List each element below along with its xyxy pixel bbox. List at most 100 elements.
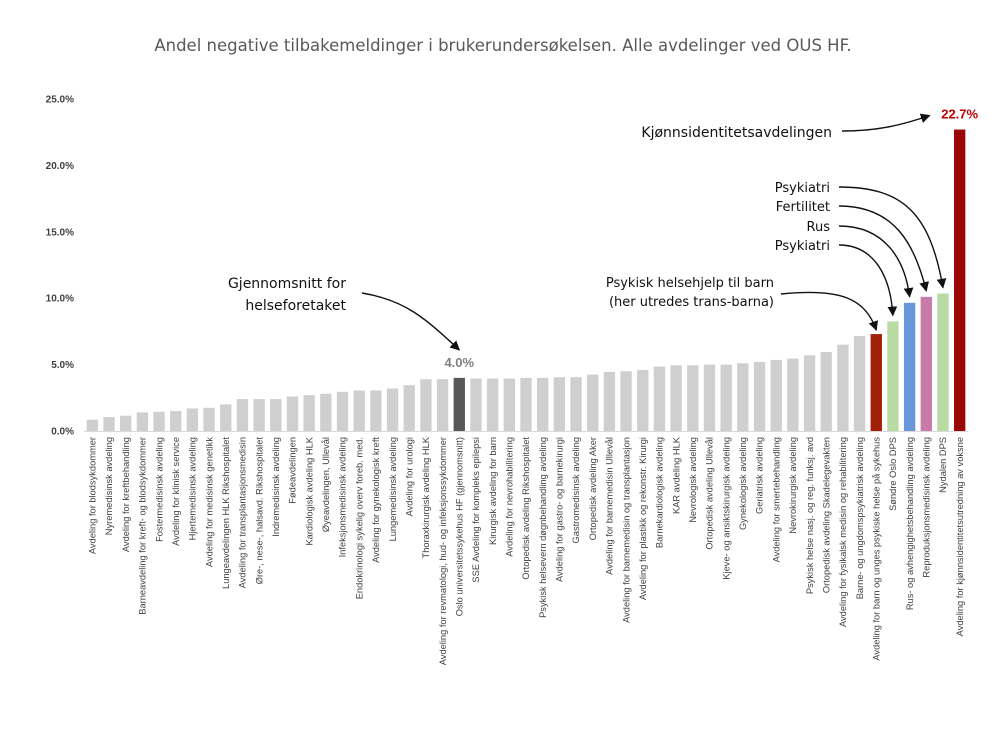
x-tick-label: Barne- og ungdomspsykiatrisk avdeling <box>855 437 865 599</box>
x-tick-label: Geriatrisk avdeling <box>755 437 765 514</box>
bar <box>937 293 949 431</box>
x-tick-label: Ortopedisk avdeling Skadelegevakten <box>821 437 831 593</box>
annotation-text: Psykiatri <box>775 239 830 254</box>
bar <box>737 363 749 431</box>
x-tick-label: Psykisk helse nasj. og reg. funksj. avd <box>805 437 815 594</box>
x-tick-label: Infeksjonsmedisinsk avdeling <box>338 437 348 557</box>
y-tick-label: 15.0% <box>46 227 74 238</box>
bar <box>837 344 849 431</box>
x-tick-label: Rus- og avhengighetsbehandling avdeling <box>905 437 915 610</box>
y-axis: 0.0% 5.0% 10.0% 15.0% 20.0% 25.0% <box>46 95 74 438</box>
annotation-arrow <box>838 205 929 292</box>
bar <box>270 399 282 431</box>
x-tick-label: Reproduksjonsmedisinsk avdeling <box>922 437 932 578</box>
bar <box>703 364 716 431</box>
annotation-text: Gjennomsnitt for <box>228 276 346 292</box>
bar <box>336 391 349 431</box>
annotation-arrow <box>361 292 461 351</box>
x-tick-label: Ortopedisk avdeling Ullevål <box>705 437 715 550</box>
x-tick-label: Hjertemedisinsk avdeling <box>188 437 198 540</box>
x-tick-label: Nevrokirurgisk avdeling <box>788 437 798 534</box>
annotation-arrow <box>780 291 878 332</box>
y-tick-label: 0.0% <box>51 427 74 438</box>
x-tick-label: Avdeling for kjønnsidentitetsutredning a… <box>955 437 965 636</box>
bar <box>220 404 232 431</box>
bar <box>537 377 549 431</box>
y-tick-label: 5.0% <box>51 360 74 371</box>
annotation-arrow <box>838 244 898 317</box>
bar <box>720 364 732 431</box>
bar <box>236 399 249 431</box>
annotation-text: Rus <box>807 220 831 235</box>
bar <box>486 378 499 431</box>
annotation-text: Kjønnsidentitetsavdelingen <box>641 125 832 141</box>
bar <box>853 336 866 431</box>
bar <box>603 371 616 431</box>
x-tick-label: Avdeling for smertebehandling <box>771 437 781 562</box>
bar <box>503 378 515 431</box>
bar <box>153 411 165 431</box>
bar <box>203 407 215 431</box>
bar <box>587 374 599 431</box>
bar <box>620 371 632 431</box>
bar <box>286 396 299 431</box>
x-tick-label: Nyremedisinsk avdeling <box>104 437 114 535</box>
y-tick-label: 25.0% <box>46 95 74 106</box>
x-tick-label: KAR avdeling HLK <box>671 436 681 514</box>
bar <box>653 366 666 431</box>
bar <box>687 365 699 431</box>
x-tick-label: Ortopedisk avdeling Aker <box>588 437 598 540</box>
bar <box>820 351 832 431</box>
bar <box>553 377 566 431</box>
x-tick-label: Barneavdeling for kreft- og blodsykdomme… <box>138 437 148 615</box>
bar <box>386 388 399 431</box>
x-tick-label: Avdeling for blodsykdommer <box>88 437 98 554</box>
bar <box>903 302 916 431</box>
annotation-text: Psykisk helsehjelp til barn <box>606 276 774 291</box>
annotation-text: Psykiatri <box>775 181 830 196</box>
bar <box>520 377 532 431</box>
bar <box>320 393 332 431</box>
bar <box>453 377 465 431</box>
annotation-arrow <box>838 225 914 298</box>
x-tick-label: Lungeavdelingen HLK Rikshospitalet <box>221 437 231 589</box>
chart-title: Andel negative tilbakemeldinger i bruker… <box>154 36 851 55</box>
x-tick-label: Endokrinologi sykelig overv foreb. med. <box>354 437 364 599</box>
x-tick-label: Avdeling for medisinsk genetikk <box>204 437 214 567</box>
x-tick-label: Oslo universitetssykehus HF (gjennomsnit… <box>454 437 464 616</box>
bar <box>953 129 966 432</box>
x-tick-label: Kjeve- og ansiktskirurgisk avdeling <box>721 437 731 580</box>
x-tick-label: Avdeling for nevrohabilitering <box>505 437 515 557</box>
x-tick-label: Avdeling for plastikk og rekonstr. Kirur… <box>638 437 648 600</box>
bar <box>920 296 932 431</box>
bar <box>103 417 115 431</box>
data-label: 4.0% <box>444 355 474 370</box>
annotation-arrow <box>841 113 931 132</box>
bar <box>353 390 365 431</box>
x-tick-label: Søndre Oslo DPS <box>888 437 898 511</box>
annotation-arrow <box>838 186 947 289</box>
bar <box>870 334 882 431</box>
x-tick-label: Avdeling for barnemedisin Ullevål <box>605 437 615 575</box>
bar <box>670 365 682 431</box>
x-tick-label: Barnekardiologisk avdeling <box>655 437 665 548</box>
x-tick-label: Øyeavdelingen, Ullevål <box>321 437 331 532</box>
data-label: 22.7% <box>941 107 978 122</box>
x-tick-label: Gynekologisk avdeling <box>738 437 748 530</box>
bar <box>753 361 766 431</box>
x-tick-label: Kirurgisk avdeling for barn <box>488 437 498 545</box>
bar <box>470 378 482 431</box>
bar-series <box>86 129 966 432</box>
x-tick-label: Lungemedisinsk avdeling <box>388 437 398 541</box>
bar <box>120 415 132 431</box>
bar <box>370 390 382 431</box>
bar <box>770 359 782 431</box>
bar <box>887 321 899 431</box>
annotation-text: Fertilitet <box>776 200 830 215</box>
x-tick-label: Avdeling for barnemedisin og transplanta… <box>621 437 631 623</box>
bar <box>403 385 415 431</box>
x-tick-label: Avdeling for barn og unges psykiske hels… <box>871 437 881 661</box>
x-tick-label: Avdeling for gynekologisk kreft <box>371 437 381 563</box>
x-tick-label: Avdeling for revmatologi, hud- og infeks… <box>438 437 448 665</box>
